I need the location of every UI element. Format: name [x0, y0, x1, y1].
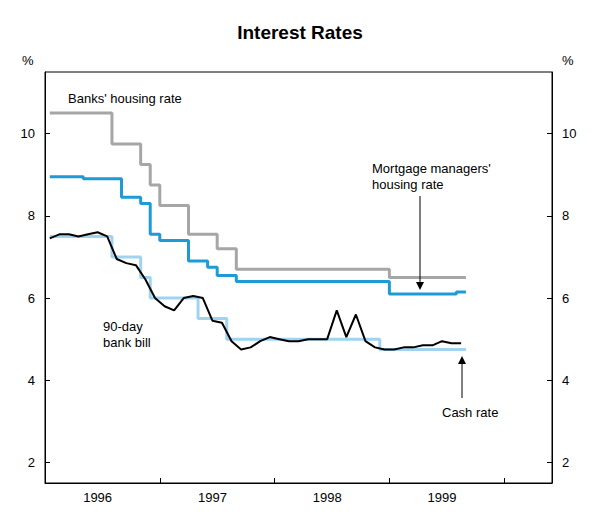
svg-text:1999: 1999: [428, 490, 457, 505]
svg-text:bank bill: bank bill: [103, 335, 151, 350]
svg-text:housing rate: housing rate: [372, 177, 444, 192]
svg-text:6: 6: [28, 291, 35, 306]
svg-text:10: 10: [21, 126, 35, 141]
svg-text:8: 8: [562, 208, 569, 223]
svg-text:Interest Rates: Interest Rates: [237, 22, 363, 43]
svg-text:2: 2: [562, 455, 569, 470]
svg-text:4: 4: [28, 373, 35, 388]
svg-text:Mortgage managers': Mortgage managers': [372, 161, 494, 176]
svg-text:2: 2: [28, 455, 35, 470]
svg-text:4: 4: [562, 373, 569, 388]
svg-text:1998: 1998: [313, 490, 342, 505]
svg-text:90-day: 90-day: [103, 319, 146, 334]
svg-text:8: 8: [28, 208, 35, 223]
svg-text:1997: 1997: [198, 490, 227, 505]
svg-text:%: %: [22, 53, 34, 68]
svg-text:Cash rate: Cash rate: [442, 405, 498, 420]
svg-text:Banks' housing rate: Banks' housing rate: [68, 91, 182, 106]
svg-text:10: 10: [562, 126, 576, 141]
svg-text:%: %: [562, 53, 574, 68]
svg-text:1996: 1996: [83, 490, 112, 505]
svg-text:6: 6: [562, 291, 569, 306]
